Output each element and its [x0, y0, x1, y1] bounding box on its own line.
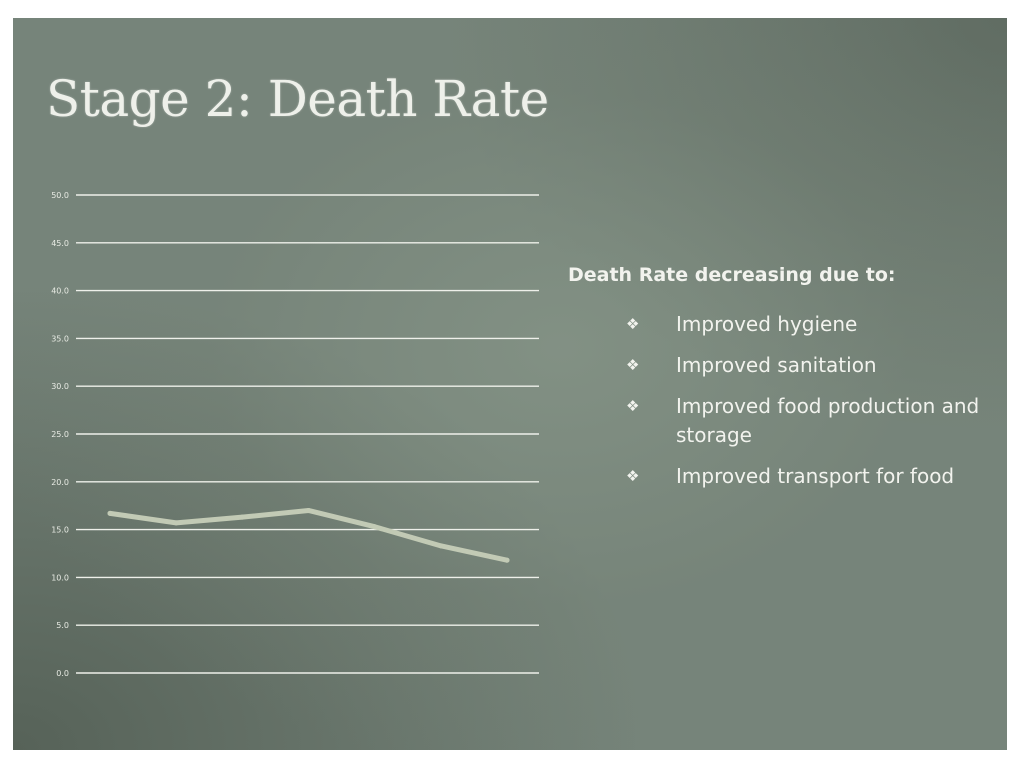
list-item: ❖ Improved food production and storage [626, 392, 998, 450]
y-tick-label: 50.0 [51, 191, 69, 200]
reasons-panel: Death Rate decreasing due to: ❖ Improved… [568, 264, 998, 503]
data-point [372, 524, 378, 530]
death-rate-chart: 0.0 5.0 10.0 15.0 20.0 25.0 30.0 35.0 40.0 45.0 50… [51, 191, 539, 678]
data-point [239, 514, 245, 520]
y-tick-label: 5.0 [56, 621, 69, 630]
slide-title: Stage 2: Death Rate [46, 70, 549, 128]
data-point [107, 510, 113, 516]
diamond-bullet-icon: ❖ [626, 467, 640, 485]
series-line [107, 507, 510, 563]
chart-gridlines [76, 194, 539, 674]
list-item-text: Improved sanitation [676, 353, 877, 377]
diamond-bullet-icon: ❖ [626, 315, 640, 333]
list-item-text: Improved hygiene [676, 312, 858, 336]
data-point [438, 543, 444, 549]
y-tick-label: 30.0 [51, 382, 69, 391]
data-point [306, 507, 311, 513]
y-tick-label: 35.0 [51, 334, 69, 343]
data-point [504, 557, 510, 563]
y-tick-label: 25.0 [51, 430, 69, 439]
slide: Stage 2: Death Rate 0.0 5.0 10.0 15.0 20.0 25… [13, 18, 1007, 750]
y-tick-label: 40.0 [51, 287, 69, 296]
y-tick-label: 15.0 [51, 526, 69, 535]
y-tick-label: 0.0 [56, 669, 69, 678]
list-item: ❖ Improved sanitation [626, 351, 998, 380]
list-item: ❖ Improved hygiene [626, 310, 998, 339]
y-tick-label: 45.0 [51, 239, 69, 248]
reasons-list: ❖ Improved hygiene ❖ Improved sanitation… [568, 310, 998, 491]
list-item-text: Improved food production and storage [676, 394, 980, 447]
chart-y-tick-labels: 0.0 5.0 10.0 15.0 20.0 25.0 30.0 35.0 40.0 45.0 50… [51, 191, 69, 678]
diamond-bullet-icon: ❖ [626, 356, 640, 374]
data-point [173, 520, 179, 526]
y-tick-label: 20.0 [51, 478, 69, 487]
chart-series [107, 507, 510, 563]
reasons-heading: Death Rate decreasing due to: [568, 264, 896, 286]
y-tick-label: 10.0 [51, 573, 69, 582]
list-item-text: Improved transport for food [676, 464, 955, 488]
diamond-bullet-icon: ❖ [626, 397, 640, 415]
list-item: ❖ Improved transport for food [626, 462, 998, 491]
